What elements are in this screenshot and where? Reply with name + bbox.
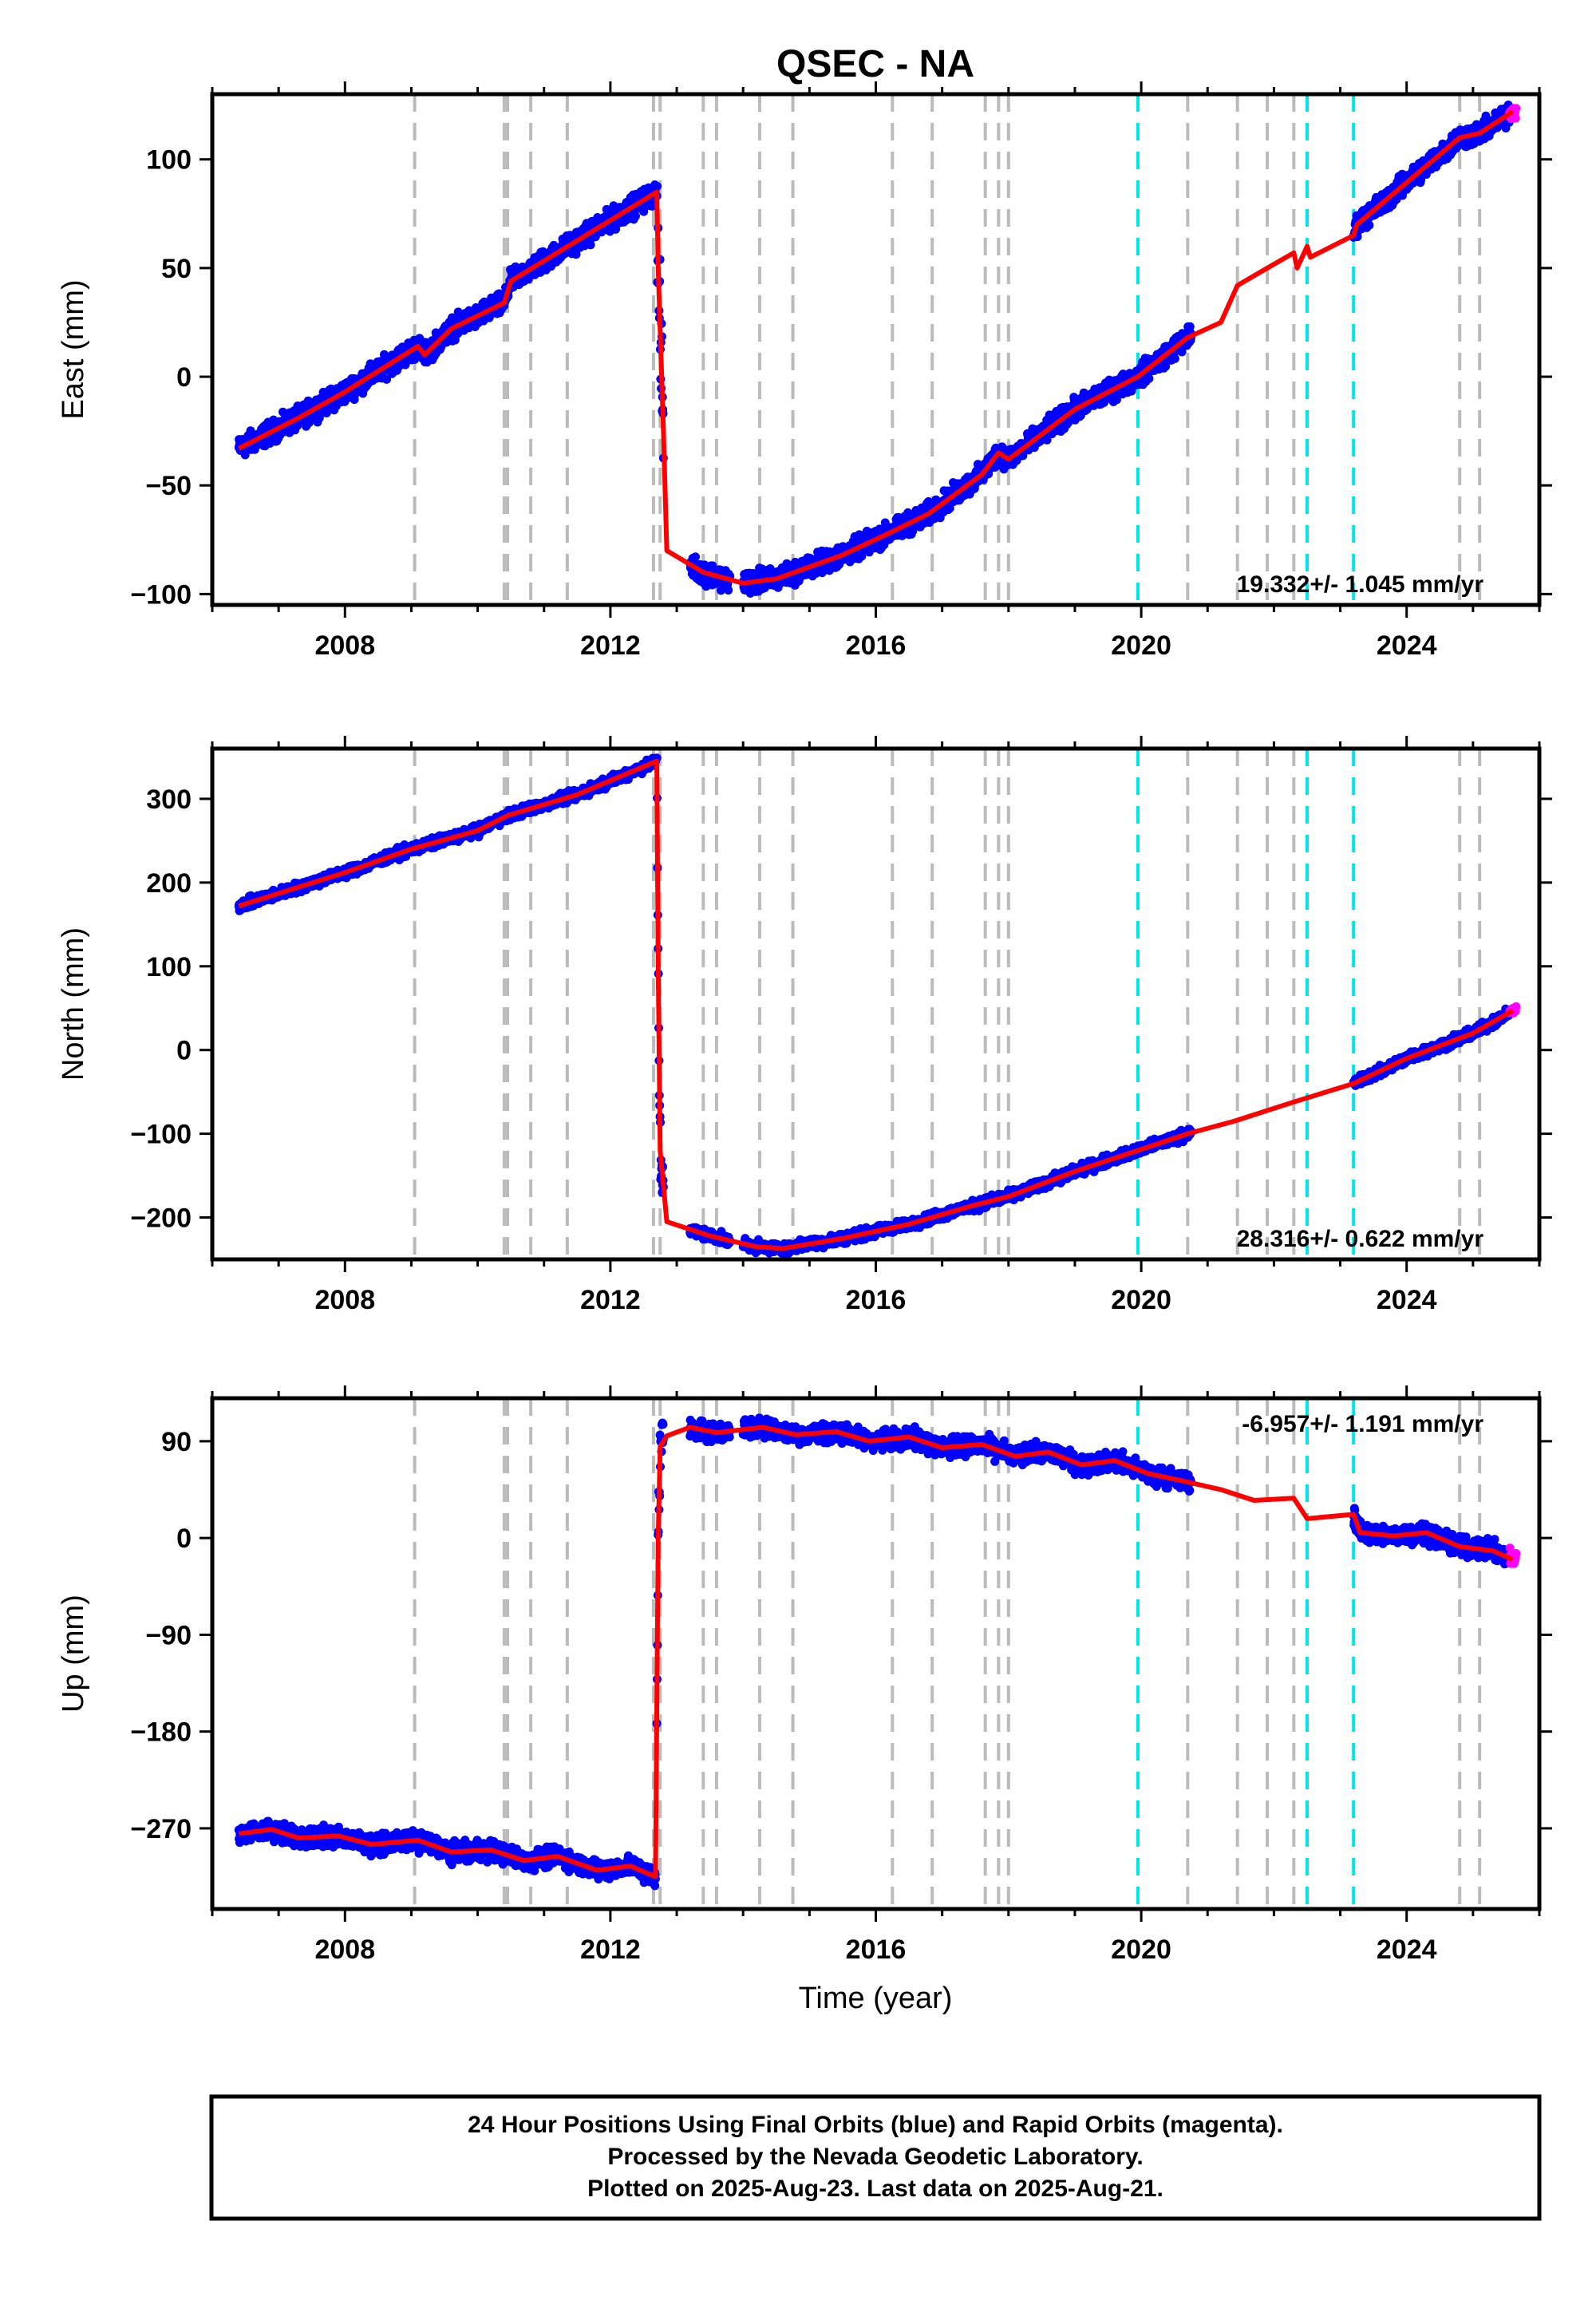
y-tick-label: 0: [176, 362, 192, 393]
data-point: [382, 374, 391, 384]
y-tick-label: −50: [145, 471, 192, 501]
east-panel: 2008 2012 2016 2020 2024 −100 −50 0 50 100 East (m…: [57, 81, 1552, 661]
rapid-data-point: [1511, 113, 1520, 123]
data-point: [653, 181, 662, 191]
x-tick-label: 2016: [846, 630, 907, 661]
data-point: [1170, 354, 1179, 363]
north-panel: 2008 2012 2016 2020 2024−200−1000100200300No…: [57, 736, 1552, 1315]
y-tick-label: 100: [146, 145, 192, 176]
plot-area: [212, 749, 1539, 1259]
data-point: [240, 450, 250, 460]
y-tick-label: −100: [130, 579, 192, 610]
data-point: [724, 586, 733, 595]
model-line: [237, 109, 1515, 586]
data-point: [631, 211, 640, 221]
x-tick-label: 2012: [580, 630, 641, 661]
data-point: [586, 240, 595, 250]
chart-title: QSEC - NA: [776, 43, 974, 85]
data-point: [1144, 373, 1154, 383]
x-tick-label: 2024: [1377, 630, 1437, 661]
data-point: [691, 552, 700, 562]
data-point: [1365, 220, 1374, 230]
y-tick-label: 50: [161, 254, 192, 284]
x-tick-label: 2008: [314, 630, 375, 661]
x-tick-label: 2020: [1111, 630, 1171, 661]
data-point: [1161, 362, 1171, 371]
y-axis-title: East (mm): [57, 279, 90, 419]
rapid-data-point: [1511, 104, 1521, 113]
velocity-label: 19.332+/- 1.045 mm/yr: [1237, 571, 1484, 598]
data-point: [717, 586, 725, 595]
